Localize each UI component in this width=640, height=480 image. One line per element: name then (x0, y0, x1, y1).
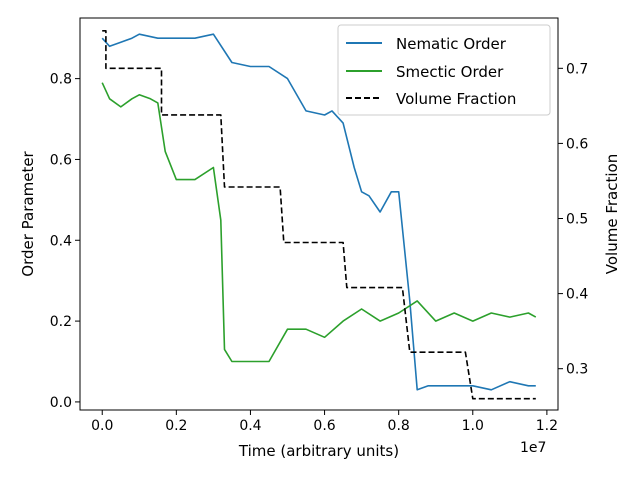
y2-tick-label: 0.6 (566, 136, 588, 152)
series-line-volume-fraction (102, 30, 536, 400)
x-tick-label: 0.6 (313, 418, 335, 434)
x-axis-ticks: 0.0 0.2 0.4 0.6 0.8 1.0 1.2 (91, 410, 558, 434)
y2-tick-label: 0.3 (566, 362, 588, 378)
legend-box (337, 24, 551, 116)
plot-frame (79, 17, 559, 411)
y-tick-label: 0.2 (50, 314, 72, 330)
x-tick-label: 0.0 (91, 418, 113, 434)
plot-lines (101, 30, 537, 400)
legend: Nematic Order Smectic Order Volume Fract… (337, 24, 551, 116)
y2-tick-label: 0.7 (566, 61, 588, 77)
y-axis-ticks: 0.0 0.2 0.4 0.6 0.8 (50, 72, 80, 411)
y2-axis-ticks: 0.3 0.4 0.5 0.6 0.7 (558, 61, 588, 378)
legend-entry-smectic: Smectic Order (396, 63, 504, 81)
y2-tick-label: 0.4 (566, 287, 588, 303)
series-line-smectic-order (101, 82, 537, 363)
x-axis-offset-label: 1e7 (520, 440, 546, 456)
x-tick-label: 1.0 (462, 418, 484, 434)
y-tick-label: 0.0 (50, 395, 72, 411)
y-tick-label: 0.6 (50, 152, 72, 168)
x-tick-label: 0.4 (239, 418, 261, 434)
series-line-nematic-order (101, 33, 536, 391)
legend-entry-nematic: Nematic Order (396, 35, 507, 53)
x-tick-label: 0.2 (165, 418, 187, 434)
x-axis-label: Time (arbitrary units) (238, 442, 399, 460)
legend-entry-volume-fraction: Volume Fraction (396, 90, 516, 108)
y-tick-label: 0.4 (50, 233, 72, 249)
y2-tick-label: 0.5 (566, 212, 588, 228)
x-tick-label: 1.2 (536, 418, 558, 434)
y-tick-label: 0.8 (50, 72, 72, 88)
y2-axis-label: Volume Fraction (603, 154, 621, 274)
x-tick-label: 0.8 (388, 418, 410, 434)
y-axis-label: Order Parameter (19, 150, 37, 276)
